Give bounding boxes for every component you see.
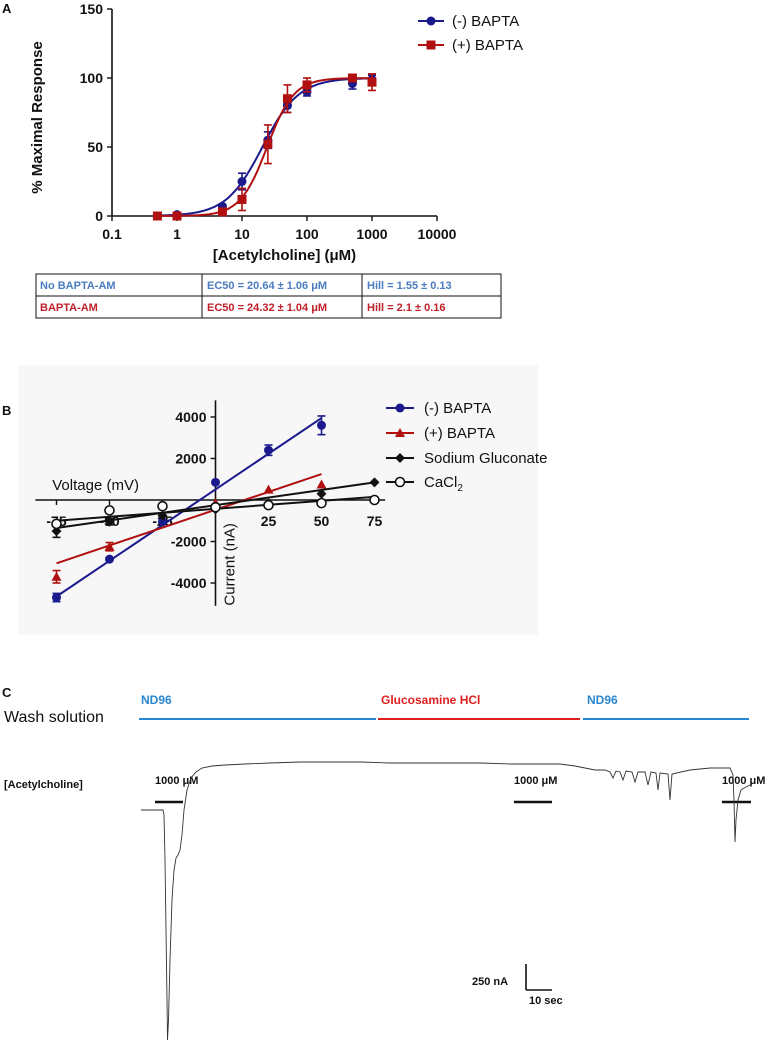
y-tick-label: 150	[80, 1, 104, 17]
fit-parameters-table: No BAPTA-AM EC50 = 20.64 ± 1.06 μM Hill …	[36, 274, 501, 318]
scale-bar: 250 nA 10 sec	[472, 964, 563, 1007]
data-point	[218, 207, 227, 216]
data-point	[153, 212, 162, 221]
x-axis-title: [Acetylcholine] (μM)	[213, 247, 356, 264]
scale-time-label: 10 sec	[529, 995, 563, 1007]
x-tick-label: 25	[261, 513, 277, 529]
data-point	[211, 503, 220, 512]
data-point	[52, 519, 61, 528]
legend-b-label-0: (-) BAPTA	[424, 400, 491, 417]
data-point	[238, 195, 247, 204]
data-point	[317, 499, 326, 508]
data-point	[105, 555, 114, 564]
legend-b-label-1: (+) BAPTA	[424, 425, 495, 442]
panel-label-a: A	[2, 1, 12, 16]
x-tick-label: 10000	[418, 226, 457, 242]
y-tick-label: 0	[95, 208, 103, 224]
x-tick-label: 100	[295, 226, 319, 242]
x-tick-label: 10	[234, 226, 250, 242]
wash-condition-1: ND96	[141, 693, 172, 707]
legend-a-marker-1	[427, 41, 436, 50]
figure: A 0 50 100 150 0.1 1 10 100 1000 10000 [Acetylchol…	[0, 0, 770, 1050]
current-trace	[141, 762, 752, 1040]
dose-label-2: 1000 μM	[514, 775, 557, 787]
y-axis-title: Current (nA)	[222, 523, 239, 606]
legend-a-item-1: (+) BAPTA	[418, 37, 523, 54]
y-tick-label: 50	[87, 139, 103, 155]
panel-label-c: C	[2, 685, 12, 700]
x-axis-title: Voltage (mV)	[52, 477, 139, 494]
y-tick-label: 4000	[175, 409, 206, 425]
data-point	[158, 502, 167, 511]
legend-a-label-1: (+) BAPTA	[452, 37, 523, 54]
data-point	[348, 74, 357, 83]
table-cell-0-2: Hill = 1.55 ± 0.13	[367, 280, 452, 292]
table-cell-1-0: BAPTA-AM	[40, 302, 98, 314]
data-point	[303, 80, 312, 89]
data-point	[368, 78, 377, 87]
scale-current-label: 250 nA	[472, 976, 508, 988]
data-point	[211, 478, 220, 487]
legend-b-marker-0	[396, 404, 405, 413]
y-axis-title: % Maximal Response	[29, 41, 46, 194]
legend-b-marker-3	[396, 478, 405, 487]
dose-response-chart: 0 50 100 150 0.1 1 10 100 1000 10000 [Acetylcholin…	[29, 1, 457, 264]
table-cell-0-0: No BAPTA-AM	[40, 280, 116, 292]
table-cell-0-1: EC50 = 20.64 ± 1.06 μM	[207, 280, 327, 292]
x-tick-label: 0.1	[102, 226, 122, 242]
x-tick-label: 1	[173, 226, 181, 242]
wash-condition-3: ND96	[587, 693, 618, 707]
table-cell-1-1: EC50 = 24.32 ± 1.04 μM	[207, 302, 327, 314]
legend-a-label-0: (-) BAPTA	[452, 13, 519, 30]
data-point	[317, 421, 326, 430]
x-tick-label: 75	[367, 513, 383, 529]
data-point	[52, 593, 61, 602]
data-point	[105, 506, 114, 515]
x-tick-label: 1000	[356, 226, 387, 242]
data-point	[264, 501, 273, 510]
y-tick-label: -4000	[171, 575, 207, 591]
legend-a-item-0: (-) BAPTA	[418, 13, 519, 30]
panel-label-b: B	[2, 403, 11, 418]
data-point	[264, 446, 273, 455]
legend-b-label-2: Sodium Gluconate	[424, 450, 547, 467]
wash-condition-2: Glucosamine HCl	[381, 693, 480, 707]
data-point	[173, 212, 182, 221]
data-point	[238, 177, 247, 186]
acetylcholine-label: [Acetylcholine]	[4, 779, 83, 791]
dose-label-3: 1000 μM	[722, 775, 765, 787]
wash-solution-label: Wash solution	[4, 709, 104, 726]
legend-a: (-) BAPTA (+) BAPTA	[418, 13, 523, 54]
y-tick-label: 100	[80, 70, 104, 86]
y-tick-label: 2000	[175, 451, 206, 467]
x-tick-label: 50	[314, 513, 330, 529]
y-tick-label: -2000	[171, 534, 207, 550]
data-point	[263, 140, 272, 149]
panel-c: C Wash solution ND96 Glucosamine HCl ND9…	[2, 685, 765, 1040]
data-point	[283, 94, 292, 103]
table-cell-1-2: Hill = 2.1 ± 0.16	[367, 302, 446, 314]
data-point	[370, 496, 379, 505]
legend-a-marker-0	[427, 17, 436, 26]
